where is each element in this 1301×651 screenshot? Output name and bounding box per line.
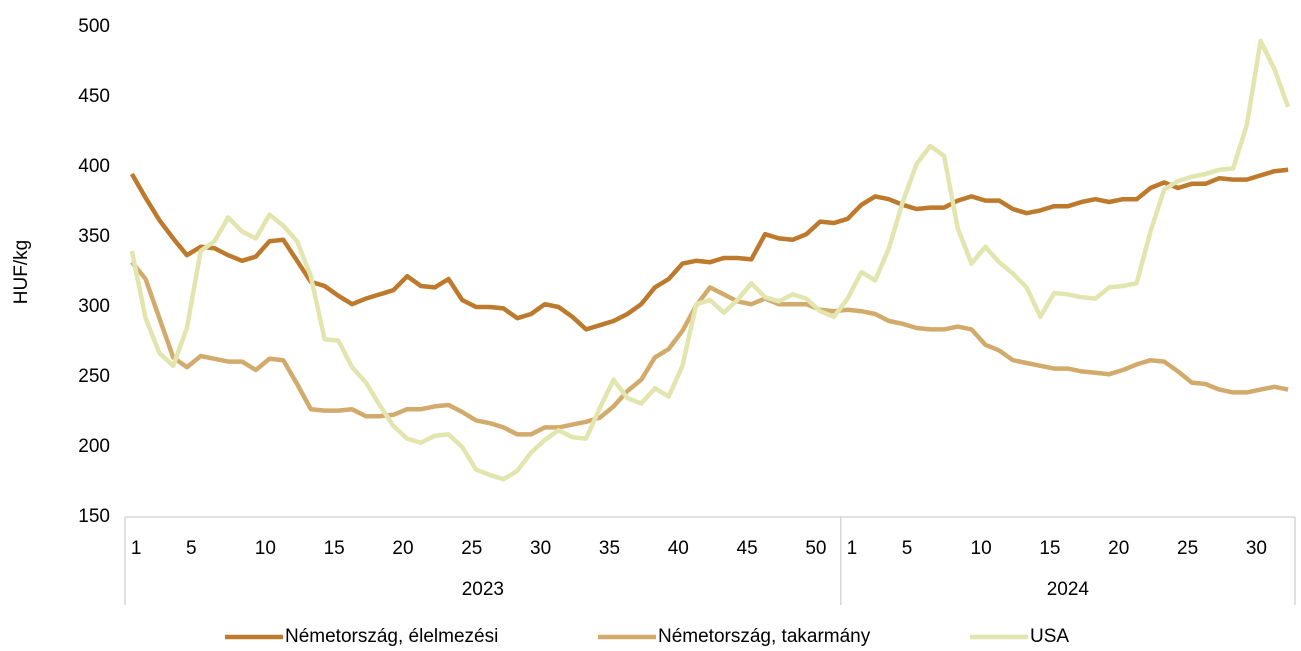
x-group-label: 2024 [1047,579,1090,600]
y-tick-label: 400 [78,156,110,177]
x-tick-label: 40 [668,538,689,559]
x-tick-label: 50 [805,538,826,559]
x-tick-label: 1 [847,538,858,559]
series-line [129,167,1289,332]
series-line [130,260,1289,437]
x-tick-label: 45 [737,538,758,559]
x-tick-label: 20 [392,538,413,559]
x-tick-label: 10 [255,538,276,559]
y-tick-label: 300 [78,296,110,317]
x-tick-label: 35 [599,538,620,559]
legend-label: Németország, élelmezési [285,626,498,647]
x-tick-label: 5 [902,538,913,559]
x-tick-label: 30 [1246,538,1267,559]
y-tick-label: 500 [78,16,110,37]
x-tick-label: 25 [461,538,482,559]
y-tick-label: 250 [78,366,110,387]
y-tick-label: 450 [78,86,110,107]
legend-label: Németország, takarmány [658,626,871,647]
y-axis-label: HUF/kg [11,240,32,304]
y-tick-label: 350 [78,226,110,247]
x-tick-label: 25 [1177,538,1198,559]
x-tick-label: 1 [131,538,142,559]
y-tick-label: 200 [78,436,110,457]
x-group-label: 2023 [462,579,504,600]
legend-label: USA [1030,626,1069,647]
x-tick-label: 15 [324,538,345,559]
x-tick-label: 30 [530,538,551,559]
series-line [129,38,1291,482]
x-tick-label: 5 [186,538,197,559]
x-tick-label: 15 [1039,538,1060,559]
x-tick-label: 20 [1108,538,1129,559]
x-tick-label: 10 [971,538,992,559]
y-tick-label: 150 [78,506,110,527]
